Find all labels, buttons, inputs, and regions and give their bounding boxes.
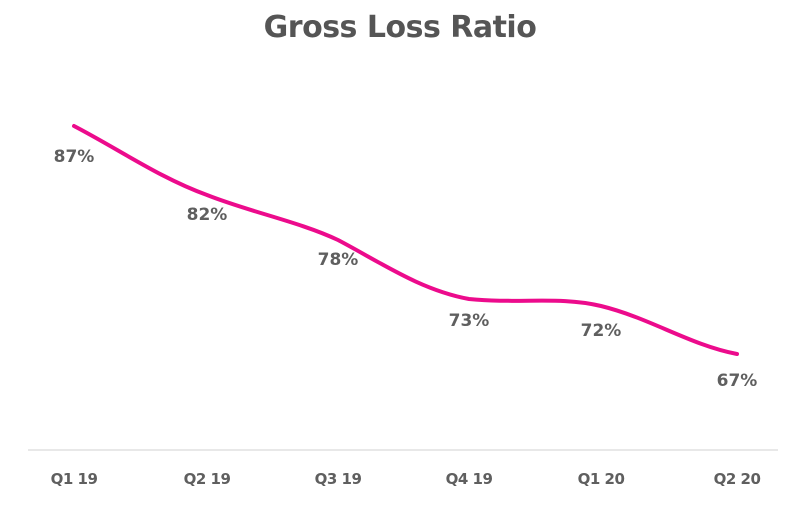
x-tick-label: Q4 19 bbox=[446, 470, 493, 488]
x-tick-label: Q2 19 bbox=[184, 470, 231, 488]
x-tick-label: Q3 19 bbox=[315, 470, 362, 488]
data-label: 82% bbox=[187, 205, 228, 225]
data-label: 87% bbox=[54, 147, 95, 167]
chart-title: Gross Loss Ratio bbox=[263, 10, 537, 45]
data-label: 72% bbox=[581, 321, 622, 341]
x-tick-label: Q1 19 bbox=[51, 470, 98, 488]
data-label: 78% bbox=[318, 250, 359, 270]
x-axis-labels: Q1 19 Q2 19 Q3 19 Q4 19 Q1 20 Q2 20 bbox=[51, 470, 761, 488]
x-tick-label: Q2 20 bbox=[714, 470, 761, 488]
data-label: 67% bbox=[717, 371, 758, 391]
gross-loss-ratio-line bbox=[72, 124, 739, 356]
data-labels: 87% 82% 78% 73% 72% 67% bbox=[54, 147, 758, 391]
data-label: 73% bbox=[449, 311, 490, 331]
x-tick-label: Q1 20 bbox=[578, 470, 625, 488]
